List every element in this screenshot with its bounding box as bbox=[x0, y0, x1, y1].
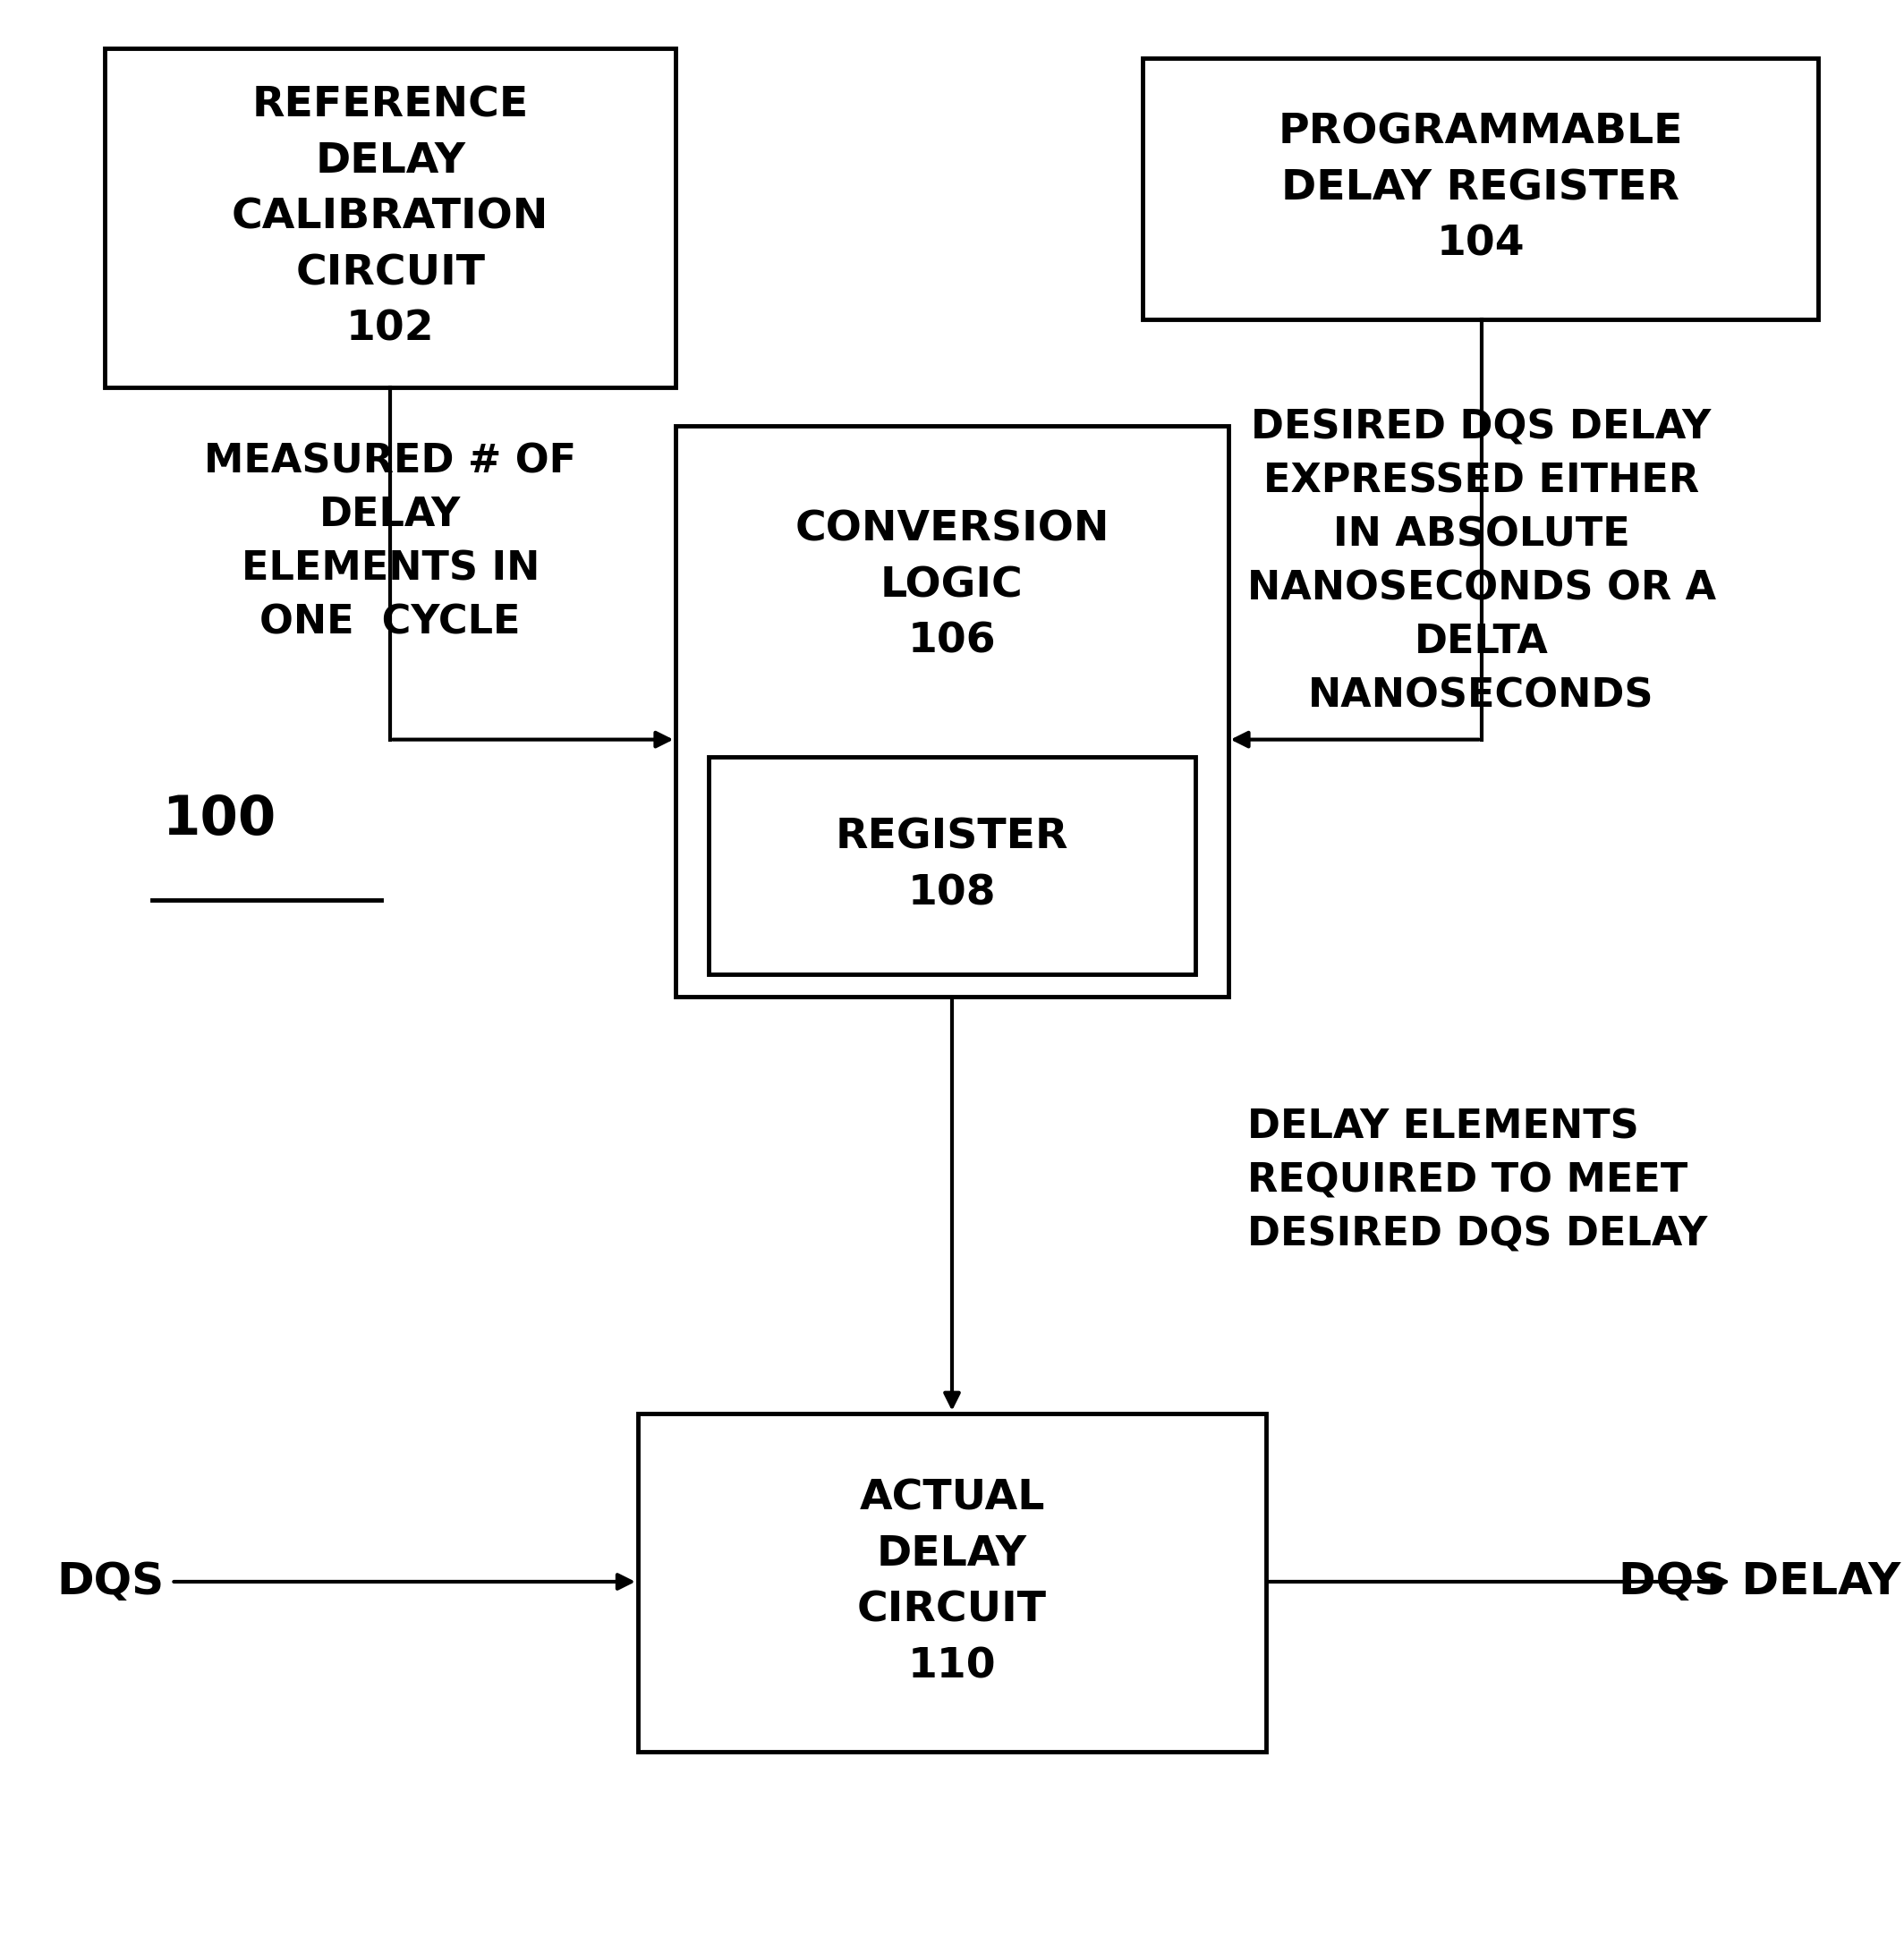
Bar bbox=[638, 1413, 1266, 1752]
Text: REGISTER
108: REGISTER 108 bbox=[836, 817, 1068, 914]
Text: REFERENCE
DELAY
CALIBRATION
CIRCUIT
102: REFERENCE DELAY CALIBRATION CIRCUIT 102 bbox=[232, 85, 548, 350]
Bar bbox=[708, 757, 1196, 974]
Text: PROGRAMMABLE
DELAY REGISTER
104: PROGRAMMABLE DELAY REGISTER 104 bbox=[1278, 112, 1683, 265]
Text: DELAY ELEMENTS
REQUIRED TO MEET
DESIRED DQS DELAY: DELAY ELEMENTS REQUIRED TO MEET DESIRED … bbox=[1247, 1107, 1708, 1255]
Bar bbox=[676, 426, 1228, 997]
Bar bbox=[105, 48, 676, 387]
Text: 100: 100 bbox=[162, 794, 276, 846]
Bar bbox=[1142, 58, 1818, 319]
Text: DQS: DQS bbox=[57, 1560, 164, 1603]
Text: ACTUAL
DELAY
CIRCUIT
110: ACTUAL DELAY CIRCUIT 110 bbox=[857, 1479, 1047, 1686]
Text: MEASURED # OF
DELAY
ELEMENTS IN
ONE  CYCLE: MEASURED # OF DELAY ELEMENTS IN ONE CYCL… bbox=[204, 441, 577, 643]
Text: CONVERSION
LOGIC
106: CONVERSION LOGIC 106 bbox=[794, 509, 1110, 662]
Text: DESIRED DQS DELAY
EXPRESSED EITHER
IN ABSOLUTE
NANOSECONDS OR A
DELTA
NANOSECOND: DESIRED DQS DELAY EXPRESSED EITHER IN AB… bbox=[1247, 408, 1716, 714]
Text: DQS DELAYED: DQS DELAYED bbox=[1618, 1560, 1904, 1603]
